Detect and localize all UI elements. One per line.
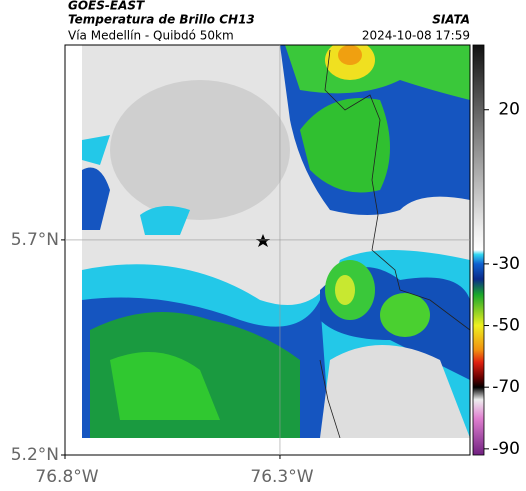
colorbar-tick-label: -70	[492, 377, 520, 397]
y-tick-label: 5.2°N	[11, 445, 59, 465]
source: GOES-EAST	[68, 0, 145, 13]
map-frame	[64, 44, 471, 456]
y-tick-label: 5.7°N	[11, 230, 59, 250]
satellite-image	[82, 45, 470, 438]
x-tick-label: 76.3°W	[250, 467, 313, 487]
colorbar-tick-label: -30	[492, 254, 520, 274]
colorbar-tick-label: 20	[498, 100, 520, 120]
colorbar	[472, 44, 485, 456]
region: Vía Medellín - Quibdó 50km	[68, 29, 234, 43]
x-tick-label: 76.8°W	[35, 467, 98, 487]
agency: SIATA	[432, 13, 470, 27]
datetime: 2024-10-08 17:59	[362, 29, 470, 43]
colorbar-tick-label: -90	[492, 439, 520, 459]
colorbar-tick-label: -50	[492, 316, 520, 336]
product: Temperatura de Brillo CH13	[68, 13, 255, 27]
